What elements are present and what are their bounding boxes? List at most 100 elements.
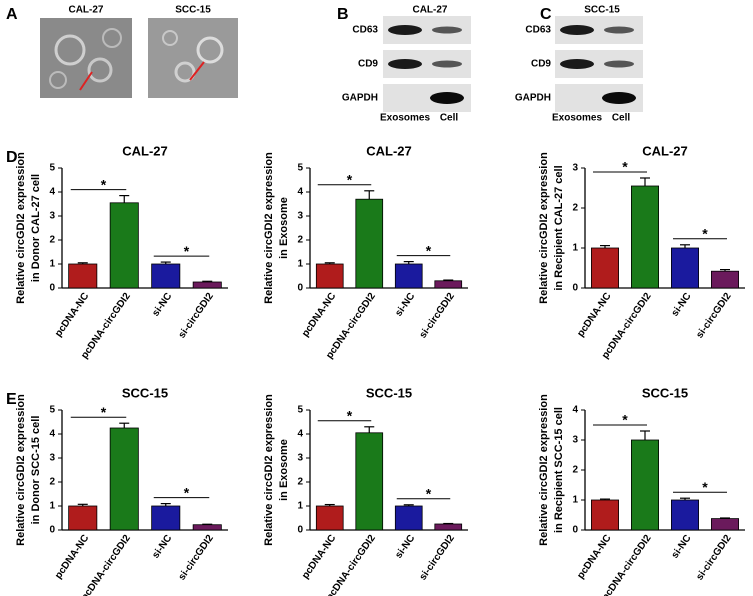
- y-tick-label: 3: [49, 211, 55, 222]
- y-axis-label: Relative circGDI2 expression: [15, 394, 27, 546]
- y-tick-label: 3: [49, 453, 55, 464]
- bar: [434, 280, 463, 289]
- y-tick-label: 2: [572, 203, 578, 214]
- x-tick-label: pcDNA-NC: [575, 291, 613, 339]
- y-tick-label: 5: [49, 405, 55, 416]
- y-tick-label: 4: [49, 187, 55, 198]
- y-tick-label: 2: [572, 465, 578, 476]
- chart-title: SCC-15: [122, 385, 168, 400]
- y-tick-label: 4: [297, 187, 303, 198]
- blot-band: [432, 26, 462, 34]
- bar: [315, 505, 344, 531]
- x-tick-label: si-circGDI2: [177, 533, 217, 583]
- significance-label: *: [702, 479, 708, 495]
- y-tick-label: 4: [49, 429, 55, 440]
- image-label: CAL-27: [68, 5, 103, 16]
- x-tick-label: pcDNA-NC: [53, 291, 91, 339]
- bar: [394, 505, 423, 531]
- y-tick-label: 4: [572, 405, 578, 416]
- x-tick-label: si-NC: [670, 291, 694, 319]
- significance-label: *: [101, 404, 107, 420]
- chart-title: CAL-27: [366, 143, 412, 158]
- bar: [711, 518, 740, 531]
- significance-label: *: [347, 408, 353, 424]
- chart-title: CAL-27: [642, 143, 688, 158]
- bar: [151, 263, 181, 289]
- y-axis-label: Relative circGDI2 expression: [15, 152, 27, 304]
- x-tick-label: pcDNA-NC: [300, 533, 338, 581]
- bar: [394, 263, 423, 289]
- y-axis-label: in Exosome: [278, 197, 290, 259]
- blot-lane-label: Cell: [612, 113, 631, 124]
- y-tick-label: 0: [49, 525, 55, 536]
- image-label: SCC-15: [175, 5, 211, 16]
- y-tick-label: 2: [297, 477, 303, 488]
- y-axis-label: in Donor SCC-15 cell: [30, 416, 42, 525]
- chart-title: CAL-27: [122, 143, 168, 158]
- bar: [315, 263, 344, 289]
- y-tick-label: 1: [297, 501, 303, 512]
- y-tick-label: 3: [572, 435, 578, 446]
- y-axis-label: in Exosome: [278, 439, 290, 501]
- y-tick-label: 2: [49, 477, 55, 488]
- blot-lane-label: Exosomes: [380, 113, 430, 124]
- significance-label: *: [426, 486, 432, 502]
- blot-band: [388, 59, 422, 69]
- bar: [355, 432, 384, 531]
- tem-image: [148, 18, 238, 98]
- bar: [68, 505, 98, 531]
- tem-images: [40, 18, 238, 98]
- y-tick-label: 3: [297, 211, 303, 222]
- bar: [192, 281, 222, 289]
- bar: [192, 524, 222, 531]
- y-tick-label: 2: [49, 235, 55, 246]
- significance-label: *: [426, 242, 432, 258]
- y-tick-label: 0: [297, 283, 303, 294]
- significance-label: *: [184, 243, 190, 259]
- blot-row-label: CD63: [352, 25, 378, 36]
- x-tick-label: si-circGDI2: [694, 533, 734, 583]
- chart-title: SCC-15: [366, 385, 412, 400]
- y-axis-label: Relative circGDI2 expression: [263, 394, 275, 546]
- chart-title: SCC-15: [642, 385, 688, 400]
- blot-lane-label: Exosomes: [552, 113, 602, 124]
- panel-label: E: [6, 391, 17, 408]
- panel-label: D: [6, 149, 18, 166]
- x-tick-label: si-NC: [393, 533, 417, 561]
- y-tick-label: 1: [49, 259, 55, 270]
- y-tick-label: 3: [297, 453, 303, 464]
- bar: [591, 499, 620, 531]
- y-tick-label: 1: [297, 259, 303, 270]
- y-tick-label: 0: [49, 283, 55, 294]
- bar: [434, 523, 463, 531]
- y-tick-label: 0: [572, 283, 578, 294]
- bar: [711, 270, 740, 289]
- blot-title: CAL-27: [412, 5, 447, 16]
- blot-lane-label: Cell: [440, 113, 459, 124]
- blot-band: [560, 25, 594, 35]
- blot-row-label: GAPDH: [342, 93, 378, 104]
- y-axis-label: Relative circGDI2 expression: [263, 152, 275, 304]
- blot-row-label: CD9: [531, 59, 551, 70]
- y-axis-label: in Donor CAL-27 cell: [30, 174, 42, 282]
- y-tick-label: 5: [297, 163, 303, 174]
- bar: [631, 185, 660, 289]
- panel-label: A: [6, 6, 18, 23]
- y-axis-label: Relative circGDI2 expression: [538, 394, 550, 546]
- blot-title: SCC-15: [584, 5, 620, 16]
- y-tick-label: 1: [572, 495, 578, 506]
- significance-label: *: [347, 172, 353, 188]
- blot-row-label: CD9: [358, 59, 378, 70]
- bar: [109, 202, 139, 289]
- bar: [591, 247, 620, 289]
- x-tick-label: si-circGDI2: [418, 533, 458, 583]
- blot-band: [604, 26, 634, 34]
- y-tick-label: 4: [297, 429, 303, 440]
- y-tick-label: 3: [572, 163, 578, 174]
- significance-label: *: [622, 159, 628, 175]
- bar: [671, 247, 700, 289]
- blot-row-label: CD63: [525, 25, 551, 36]
- blot-band: [604, 60, 634, 68]
- y-tick-label: 0: [572, 525, 578, 536]
- x-tick-label: pcDNA-NC: [53, 533, 91, 581]
